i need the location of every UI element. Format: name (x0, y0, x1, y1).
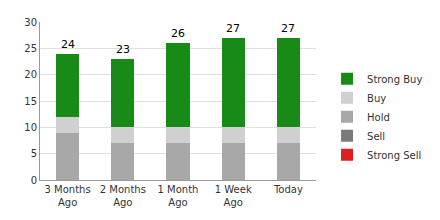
svg-text:2 MonthsAgo: 2 MonthsAgo (100, 184, 146, 208)
svg-text:Today: Today (273, 184, 303, 195)
svg-text:10: 10 (24, 122, 37, 133)
svg-text:Strong Buy: Strong Buy (367, 74, 422, 85)
svg-text:24: 24 (61, 38, 75, 51)
svg-text:15: 15 (24, 96, 37, 107)
svg-text:3 MonthsAgo: 3 MonthsAgo (45, 184, 91, 208)
svg-text:27: 27 (281, 22, 295, 35)
svg-text:30: 30 (24, 17, 37, 28)
svg-text:0: 0 (31, 175, 37, 186)
svg-text:Hold: Hold (367, 112, 390, 123)
svg-text:27: 27 (226, 22, 240, 35)
svg-text:Strong Sell: Strong Sell (367, 150, 421, 161)
svg-text:1 MonthAgo: 1 MonthAgo (158, 184, 199, 208)
svg-text:26: 26 (171, 27, 185, 40)
svg-text:25: 25 (24, 43, 37, 54)
svg-text:23: 23 (116, 43, 130, 56)
svg-text:1 WeekAgo: 1 WeekAgo (215, 184, 252, 208)
svg-text:Buy: Buy (367, 93, 386, 104)
svg-text:20: 20 (24, 69, 37, 80)
svg-text:Sell: Sell (367, 131, 385, 142)
svg-text:5: 5 (31, 148, 37, 159)
